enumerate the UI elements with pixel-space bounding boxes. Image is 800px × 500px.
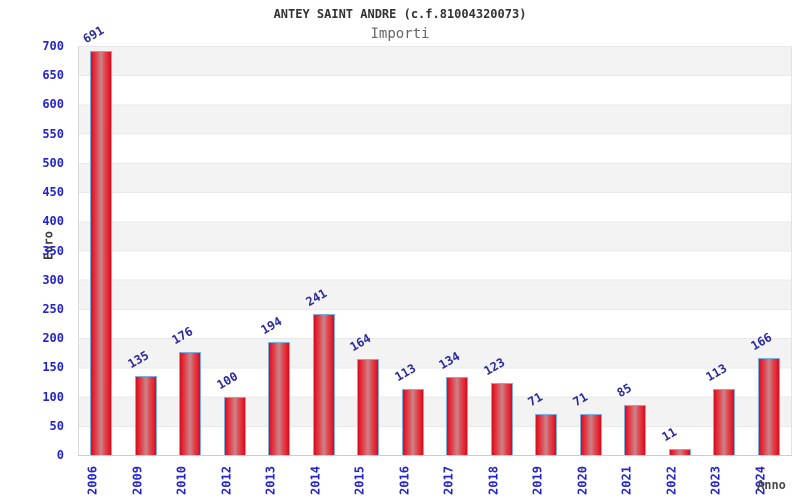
bar-2013 — [268, 341, 291, 455]
x-tick-label: 2021 — [619, 466, 634, 495]
x-tick-label: 2012 — [219, 466, 234, 495]
bar-2018 — [490, 383, 513, 455]
x-tick-label: 2022 — [664, 466, 679, 495]
x-tick-label: 2013 — [263, 466, 278, 495]
y-tick-label: 600 — [42, 97, 64, 112]
x-tick-label: 2010 — [174, 466, 189, 495]
x-tick-label: 2009 — [130, 466, 145, 495]
x-tick-label: 2014 — [308, 466, 323, 495]
y-tick-label: 350 — [42, 243, 64, 258]
y-tick-label: 550 — [42, 126, 64, 141]
y-tick-label: 200 — [42, 331, 64, 346]
y-tick-label: 150 — [42, 360, 64, 375]
bar-2020 — [579, 413, 602, 455]
chart-subtitle: Importi — [370, 26, 430, 42]
x-tick-label: 2018 — [486, 466, 501, 495]
y-tick-label: 650 — [42, 68, 64, 83]
y-tick-label: 400 — [42, 214, 64, 229]
y-tick-label: 300 — [42, 272, 64, 287]
y-tick-label: 0 — [56, 448, 64, 462]
y-tick-label: 100 — [42, 389, 64, 404]
x-tick-label: 2016 — [397, 466, 412, 495]
plot-area — [78, 46, 792, 456]
x-tick-label: 2020 — [575, 466, 590, 495]
x-tick-label: 2006 — [85, 466, 100, 495]
bar-2024 — [757, 358, 780, 455]
y-tick-label: 500 — [42, 155, 64, 170]
x-tick-label: 2017 — [441, 466, 456, 495]
x-tick-label: 2019 — [530, 466, 545, 495]
bar-2012 — [223, 396, 246, 455]
bar-2006 — [90, 51, 113, 455]
x-tick-label: 2023 — [708, 466, 723, 495]
y-tick-label: 700 — [42, 39, 64, 53]
bar-2023 — [713, 388, 736, 455]
bar-2017 — [446, 376, 469, 455]
y-tick-label: 50 — [49, 418, 64, 433]
bar-2021 — [624, 405, 647, 455]
x-tick-label: 2015 — [352, 466, 367, 495]
bar-2019 — [535, 413, 558, 455]
bar-2022 — [668, 448, 691, 455]
y-tick-label: 250 — [42, 301, 64, 316]
bar-2014 — [312, 314, 335, 455]
bar-2010 — [179, 352, 202, 455]
chart-title: ANTEY SAINT ANDRE (c.f.81004320073) — [273, 7, 527, 21]
y-tick-label: 450 — [42, 185, 64, 200]
bar-2009 — [134, 376, 157, 455]
x-axis-title: Anno — [757, 478, 786, 492]
bar-2016 — [401, 388, 424, 455]
bar-2015 — [357, 359, 380, 455]
